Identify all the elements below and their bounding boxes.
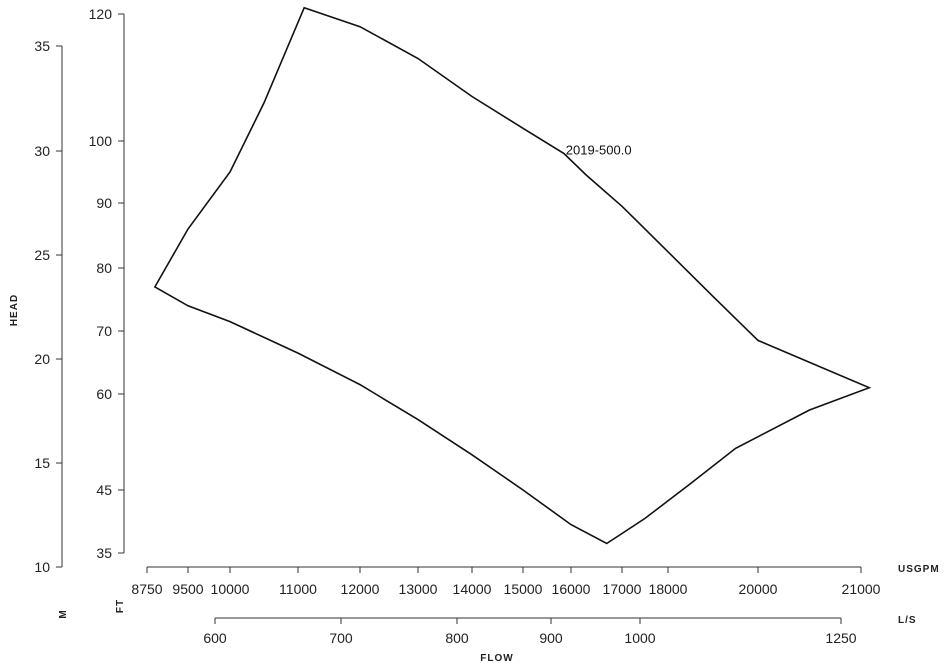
head-ft-tick-label: 45 [96,482,112,498]
flow-usgpm-tick-label: 14000 [453,581,492,597]
flow-usgpm-tick-label: 20000 [739,581,778,597]
curve-layer: 2019-500.0 [153,6,872,545]
flow-usgpm-axis: 8750 9500 10000 11000 12000 13000 14000 15000 16… [131,566,881,597]
head-ft-tick-label: 90 [96,195,112,211]
flow-ls-unit-label: L/S [898,615,917,626]
flow-ls-tick-label: 1000 [624,630,655,646]
flow-usgpm-tick-label: 12000 [341,581,380,597]
curve-label: 2019-500.0 [566,142,632,157]
flow-usgpm-tick-label: 11000 [279,581,317,597]
flow-usgpm-tick-label: 8750 [131,581,162,597]
flow-ls-tick-label: 1250 [825,630,856,646]
head-m-tick-label: 10 [34,559,50,575]
flow-usgpm-tick-label: 18000 [649,581,688,597]
head-ft-tick-label: 35 [96,545,112,561]
head-axis-title: HEAD [9,294,20,326]
flow-ls-axis: 600 700 800 900 1000 1250 [203,617,857,646]
head-m-tick-label: 35 [34,38,50,54]
flow-usgpm-tick-label: 13000 [399,581,438,597]
flow-ls-tick-label: 800 [445,630,469,646]
flow-usgpm-tick-label: 16000 [552,581,591,597]
head-ft-tick-label: 100 [89,133,113,149]
flow-usgpm-unit-label: USGPM [898,564,940,575]
flow-ls-tick-label: 900 [539,630,563,646]
flow-ls-tick-label: 700 [329,630,353,646]
head-m-tick-label: 15 [34,455,50,471]
flow-axis-title: FLOW [480,653,513,664]
flow-usgpm-tick-label: 21000 [842,581,881,597]
head-ft-tick-label: 120 [89,6,113,22]
head-m-tick-label: 20 [34,351,50,367]
head-ft-tick-label: 70 [96,323,112,339]
head-ft-tick-label: 60 [96,386,112,402]
flow-usgpm-tick-label: 17000 [603,581,642,597]
head-m-unit-label: M [58,609,69,618]
head-m-axis: 10 15 20 25 30 35 [34,38,63,575]
head-ft-axis: 35 45 60 70 80 90 100 120 [89,6,125,561]
envelope-curve [153,6,872,545]
flow-usgpm-tick-label: 15000 [504,581,543,597]
head-ft-tick-label: 80 [96,260,112,276]
head-m-tick-label: 25 [34,247,50,263]
flow-usgpm-tick-label: 9500 [172,581,203,597]
head-ft-unit-label: FT [115,599,126,613]
flow-usgpm-tick-label: 10000 [211,581,250,597]
flow-ls-tick-label: 600 [203,630,227,646]
head-m-tick-label: 30 [34,143,50,159]
